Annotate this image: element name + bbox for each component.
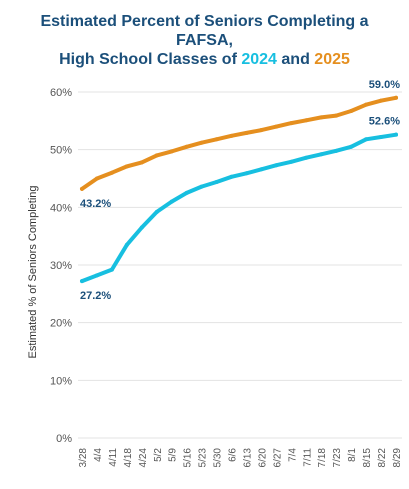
data-point-2025	[349, 109, 354, 114]
x-tick-label: 5/23	[198, 448, 209, 468]
data-point-2025	[259, 128, 264, 133]
data-point-2025	[94, 176, 99, 181]
x-tick-label: 7/18	[317, 448, 328, 468]
y-tick-label: 30%	[50, 260, 72, 272]
data-point-2024	[304, 155, 309, 160]
data-point-2025	[304, 118, 309, 123]
data-point-2024	[139, 225, 144, 230]
end-label-2025: 59.0%	[369, 79, 400, 91]
data-point-2025	[244, 130, 249, 135]
data-point-2024	[319, 152, 324, 157]
data-point-2025	[379, 98, 384, 103]
title-year-2025: 2025	[314, 51, 350, 68]
x-axis-ticks: 3/28 4/4 4/11 4/18 4/24 5/2 5/9 5/16 5/23 5/30 6/6…	[78, 448, 403, 468]
data-point-2025	[169, 149, 174, 154]
x-tick-label: 7/23	[332, 448, 343, 468]
x-tick-label: 5/9	[168, 448, 179, 462]
data-point-2024	[94, 273, 99, 278]
data-point-2024	[154, 209, 159, 214]
y-tick-label: 50%	[50, 145, 72, 157]
title-line-3: High School Classes of 2024 and 2025	[0, 50, 409, 69]
data-point-2025	[334, 113, 339, 118]
x-tick-label: 4/4	[93, 448, 104, 462]
data-point-2024	[259, 167, 264, 172]
series-line-2024	[80, 132, 398, 284]
y-axis-label: Estimated % of Seniors Completing	[27, 185, 39, 358]
data-point-2024	[394, 132, 398, 137]
y-axis-ticks: 0% 10% 20% 30% 40% 50% 60%	[50, 87, 72, 445]
title-line-3-prefix: High School Classes of	[59, 51, 242, 68]
start-label-2024: 27.2%	[80, 290, 111, 302]
data-point-2025	[274, 124, 279, 129]
data-point-2025	[124, 164, 129, 169]
data-point-2025	[394, 95, 398, 100]
y-tick-label: 60%	[50, 87, 72, 99]
data-point-2025	[80, 186, 84, 191]
x-tick-label: 5/2	[153, 448, 164, 462]
data-point-2025	[199, 140, 204, 145]
data-point-2025	[184, 144, 189, 149]
y-tick-label: 0%	[56, 433, 72, 445]
title-line-3-middle: and	[276, 51, 315, 68]
x-tick-label: 6/6	[228, 448, 239, 462]
data-point-2024	[364, 137, 369, 142]
title-line-2: FAFSA,	[176, 32, 233, 49]
title-line-1: Estimated Percent of Seniors Completing …	[40, 13, 369, 30]
data-point-2024	[379, 134, 384, 139]
data-point-2024	[184, 190, 189, 195]
y-tick-label: 40%	[50, 202, 72, 214]
series-line-2025	[80, 95, 398, 191]
x-tick-label: 5/30	[213, 448, 224, 468]
x-tick-label: 7/4	[287, 448, 298, 462]
data-point-2024	[214, 179, 219, 184]
x-tick-label: 6/27	[272, 448, 283, 468]
data-point-2025	[214, 137, 219, 142]
end-label-2024: 52.6%	[369, 116, 400, 128]
y-tick-label: 20%	[50, 318, 72, 330]
x-tick-label: 8/22	[377, 448, 388, 468]
x-tick-label: 4/24	[138, 448, 149, 468]
gridlines	[78, 91, 402, 439]
x-tick-label: 6/13	[242, 448, 253, 468]
data-point-2024	[289, 159, 294, 164]
data-point-2025	[139, 160, 144, 165]
data-point-2024	[199, 184, 204, 189]
data-point-2024	[334, 148, 339, 153]
x-tick-label: 7/11	[302, 448, 313, 467]
x-tick-label: 6/20	[257, 448, 268, 468]
y-tick-label: 10%	[50, 375, 72, 387]
series-lines	[80, 95, 398, 284]
data-point-2025	[364, 102, 369, 107]
data-point-2025	[109, 170, 114, 175]
chart-title: Estimated Percent of Seniors Completing …	[0, 12, 409, 69]
data-point-2025	[229, 133, 234, 138]
x-tick-label: 8/15	[362, 448, 373, 468]
data-point-2024	[124, 242, 129, 247]
title-year-2024: 2024	[241, 51, 277, 68]
data-labels: 27.2% 52.6% 43.2% 59.0%	[80, 79, 400, 302]
data-point-2025	[154, 153, 159, 158]
data-point-2024	[349, 144, 354, 149]
data-point-2025	[289, 121, 294, 126]
data-point-2024	[169, 199, 174, 204]
data-point-2025	[319, 115, 324, 120]
data-point-2024	[109, 267, 114, 272]
data-point-2024	[274, 163, 279, 168]
x-tick-label: 3/28	[78, 448, 89, 468]
x-tick-label: 4/11	[108, 448, 119, 467]
x-tick-label: 8/29	[392, 448, 403, 468]
data-point-2024	[80, 279, 84, 284]
x-tick-label: 8/1	[347, 448, 358, 462]
x-tick-label: 4/18	[123, 448, 134, 468]
start-label-2025: 43.2%	[80, 198, 111, 210]
data-point-2024	[244, 171, 249, 176]
data-point-2024	[229, 174, 234, 179]
x-tick-label: 5/16	[183, 448, 194, 468]
